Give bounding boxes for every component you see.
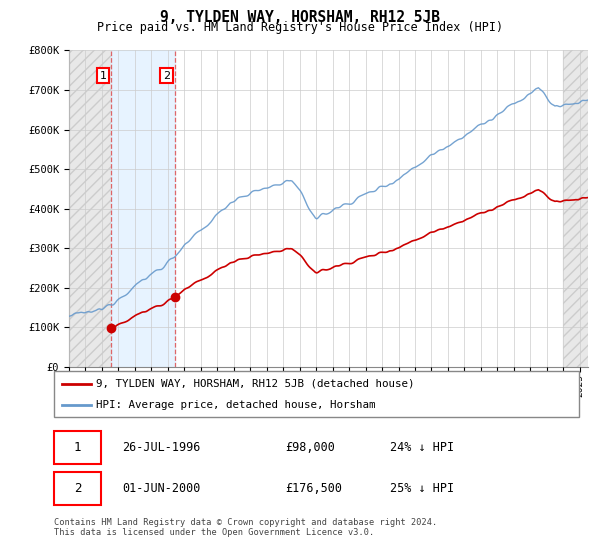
Bar <box>563 50 588 367</box>
Bar <box>112 50 175 367</box>
Text: 9, TYLDEN WAY, HORSHAM, RH12 5JB (detached house): 9, TYLDEN WAY, HORSHAM, RH12 5JB (detach… <box>96 379 415 389</box>
Text: 25% ↓ HPI: 25% ↓ HPI <box>390 482 454 494</box>
Text: HPI: Average price, detached house, Horsham: HPI: Average price, detached house, Hors… <box>96 400 376 410</box>
Text: 24% ↓ HPI: 24% ↓ HPI <box>390 441 454 454</box>
Text: 1: 1 <box>74 441 82 454</box>
Text: 1: 1 <box>100 71 107 81</box>
Bar <box>69 50 112 367</box>
FancyBboxPatch shape <box>54 472 101 505</box>
Text: £176,500: £176,500 <box>285 482 342 494</box>
Text: Contains HM Land Registry data © Crown copyright and database right 2024.
This d: Contains HM Land Registry data © Crown c… <box>54 518 437 538</box>
Text: Price paid vs. HM Land Registry's House Price Index (HPI): Price paid vs. HM Land Registry's House … <box>97 21 503 34</box>
Text: 2: 2 <box>74 482 82 494</box>
Text: 01-JUN-2000: 01-JUN-2000 <box>122 482 200 494</box>
Bar <box>563 50 588 367</box>
Text: 26-JUL-1996: 26-JUL-1996 <box>122 441 200 454</box>
FancyBboxPatch shape <box>54 431 101 464</box>
Bar <box>69 50 112 367</box>
Text: £98,000: £98,000 <box>285 441 335 454</box>
Text: 2: 2 <box>163 71 170 81</box>
Text: 9, TYLDEN WAY, HORSHAM, RH12 5JB: 9, TYLDEN WAY, HORSHAM, RH12 5JB <box>160 10 440 25</box>
